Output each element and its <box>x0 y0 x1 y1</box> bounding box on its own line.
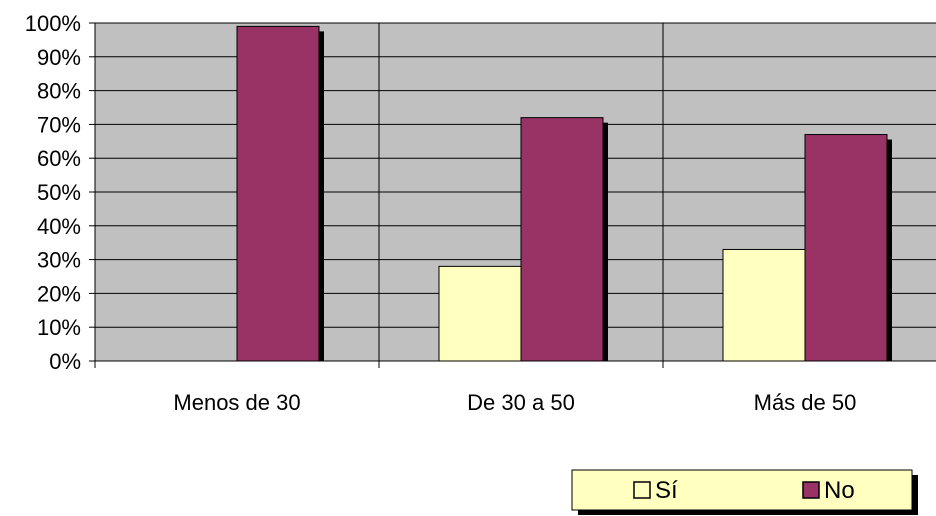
y-tick-label: 20% <box>37 281 81 306</box>
y-tick-label: 70% <box>37 112 81 137</box>
legend-box <box>571 469 913 511</box>
y-tick-label: 30% <box>37 248 81 273</box>
bar-no <box>236 25 320 362</box>
legend-label-si: Sí <box>655 477 678 504</box>
y-tick-label: 0% <box>49 349 81 374</box>
bar-s- <box>722 248 806 362</box>
x-category-labels: Menos de 30 De 30 a 50 Más de 50 <box>173 390 856 415</box>
legend-swatch-no <box>802 481 820 499</box>
y-tick-label: 80% <box>37 79 81 104</box>
x-category-label: Menos de 30 <box>173 390 300 415</box>
legend-swatch-si <box>633 481 651 499</box>
legend: Sí No <box>571 469 918 515</box>
y-tick-label: 40% <box>37 214 81 239</box>
bars <box>236 25 892 362</box>
y-tick-label: 60% <box>37 146 81 171</box>
y-tick-label: 50% <box>37 180 81 205</box>
y-tick-label: 90% <box>37 45 81 70</box>
bar-no <box>520 117 604 362</box>
x-category-label: De 30 a 50 <box>467 390 575 415</box>
y-tick-label: 100% <box>25 11 81 36</box>
y-tick-labels: 0% 10% 20% 30% 40% 50% 60% 70% 80% 90% 100% <box>25 11 81 374</box>
bar-s- <box>438 265 522 362</box>
y-tick-label: 10% <box>37 315 81 340</box>
x-category-label: Más de 50 <box>754 390 857 415</box>
bar-no <box>804 134 888 362</box>
legend-label-no: No <box>824 477 855 504</box>
